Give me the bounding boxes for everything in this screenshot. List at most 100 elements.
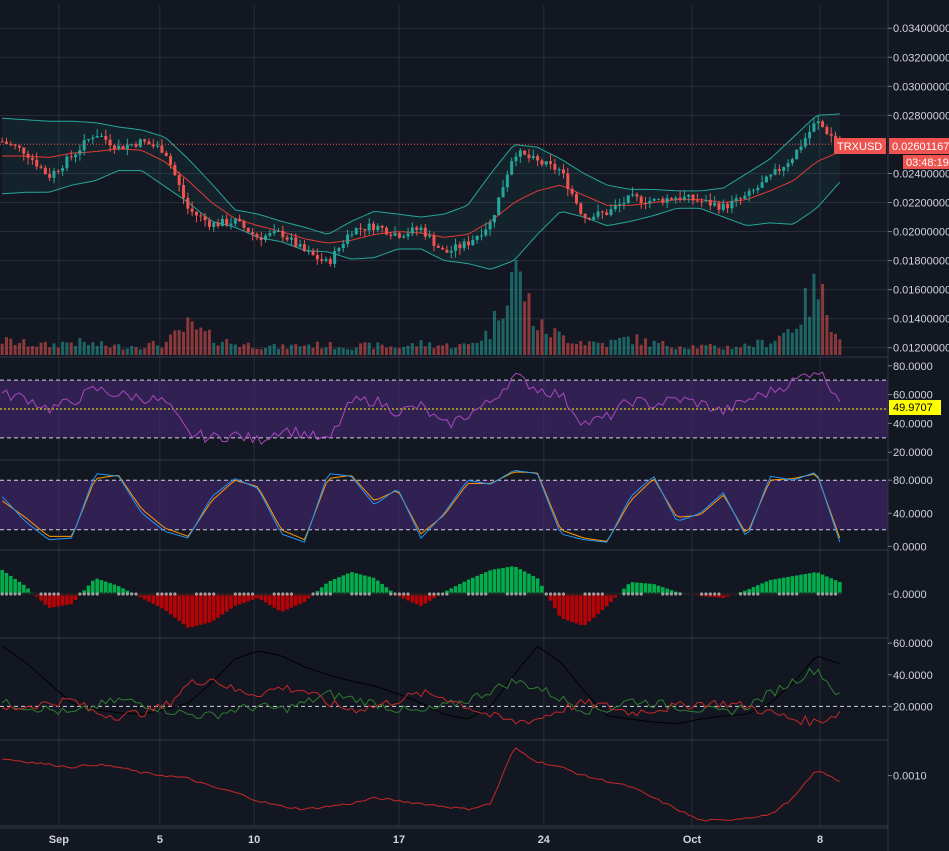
candle-body xyxy=(315,255,319,260)
momentum-bar xyxy=(751,587,756,594)
rsi-pane[interactable] xyxy=(0,371,888,445)
momentum-bar xyxy=(21,584,26,594)
momentum-bar xyxy=(527,573,531,594)
squeeze-dot xyxy=(164,592,168,596)
candle-body xyxy=(600,211,604,213)
squeeze-dot xyxy=(307,592,311,596)
momentum-bar xyxy=(194,594,199,626)
momentum-bar xyxy=(825,576,829,594)
momentum-bar xyxy=(285,594,289,610)
squeeze-dot xyxy=(363,592,367,596)
squeeze-momentum-pane[interactable] xyxy=(0,566,842,628)
candle-body xyxy=(410,227,414,234)
candle-body xyxy=(557,169,561,171)
candle-body xyxy=(48,174,52,178)
candle-body xyxy=(359,228,363,230)
momentum-bar xyxy=(833,580,838,594)
stochastic-pane[interactable] xyxy=(0,469,888,543)
momentum-bar xyxy=(540,585,544,594)
candle-body xyxy=(216,222,220,227)
momentum-bar xyxy=(600,594,605,611)
candle-body xyxy=(734,198,738,201)
candle-body xyxy=(311,251,315,256)
volume-bar xyxy=(760,339,764,355)
squeeze-dot xyxy=(501,592,505,596)
time-label-1: 5 xyxy=(157,834,163,846)
volume-bar xyxy=(22,339,26,355)
candle-body xyxy=(78,150,82,155)
countdown-badge-bg xyxy=(903,155,949,169)
candle-body xyxy=(648,200,652,204)
candle-body xyxy=(151,144,155,147)
time-scale[interactable]: Sep 5 10 17 24 Oct 8 xyxy=(49,834,823,846)
candle-body xyxy=(52,170,56,178)
volume-bar xyxy=(99,341,103,355)
squeeze-dot xyxy=(596,592,600,596)
momentum-bar xyxy=(453,586,458,594)
candle-body xyxy=(808,131,812,139)
volume-bar xyxy=(825,314,829,355)
squeeze-dot xyxy=(613,592,617,596)
candle-body xyxy=(61,168,65,172)
volume-bar xyxy=(561,335,565,355)
squeeze-dot xyxy=(73,592,78,596)
squeeze-dot xyxy=(415,592,419,596)
momentum-bar xyxy=(466,579,471,594)
squeeze-dot xyxy=(648,592,652,596)
momentum-bar xyxy=(812,572,816,594)
symbol-badge-bg xyxy=(834,138,886,154)
volume-bar xyxy=(4,337,8,355)
squeeze-dot xyxy=(557,592,561,596)
squeeze-dot xyxy=(9,592,13,596)
price-tick-label-9: 0.01400000 xyxy=(893,314,949,326)
momentum-bar xyxy=(259,594,264,600)
price-pane[interactable] xyxy=(0,113,888,355)
candle-body xyxy=(190,208,194,212)
volume-bar xyxy=(510,271,514,355)
volume-bar xyxy=(475,342,479,355)
dmi-pane[interactable] xyxy=(0,645,888,727)
candle-body xyxy=(156,145,160,147)
momentum-bar xyxy=(401,594,406,599)
volume-bar xyxy=(229,343,233,355)
stoch-band-fill xyxy=(0,480,888,530)
price-scale[interactable]: 0.03400000 0.03200000 0.03000000 0.02800000… xyxy=(888,23,949,783)
candle-body xyxy=(713,203,717,206)
candle-body xyxy=(596,211,600,217)
momentum-bar xyxy=(622,588,626,594)
squeeze-dot xyxy=(125,592,129,596)
volume-bar xyxy=(324,347,328,355)
volume-bar xyxy=(337,347,341,355)
squeeze-dot xyxy=(829,592,833,596)
price-tick-label-1: 0.03200000 xyxy=(893,52,949,64)
squeeze-dot xyxy=(635,592,639,596)
volume-bar xyxy=(605,346,609,355)
volume-bar xyxy=(721,349,725,355)
candle-body xyxy=(134,144,138,147)
volatility-pane[interactable] xyxy=(2,747,841,822)
squeeze-dot xyxy=(285,592,289,596)
candle-body xyxy=(566,173,570,189)
squeeze-dot xyxy=(708,592,712,596)
candle-body xyxy=(605,212,609,215)
candle-body xyxy=(246,227,250,233)
momentum-bar xyxy=(760,583,764,594)
squeeze-dot xyxy=(397,592,402,596)
candle-body xyxy=(540,160,544,165)
volume-bar xyxy=(320,348,324,355)
candle-body xyxy=(272,230,276,234)
squeeze-dot xyxy=(410,592,414,596)
squeeze-dot xyxy=(570,592,574,596)
candle-body xyxy=(225,218,229,226)
candle-body xyxy=(259,237,263,241)
momentum-bar xyxy=(384,587,389,594)
squeeze-dot xyxy=(816,592,820,596)
candle-body xyxy=(708,199,712,206)
candle-body xyxy=(264,235,268,241)
stoch-d-line xyxy=(1,471,841,542)
volume-bar xyxy=(600,342,604,355)
candle-body xyxy=(302,244,306,252)
candle-body xyxy=(743,195,747,199)
